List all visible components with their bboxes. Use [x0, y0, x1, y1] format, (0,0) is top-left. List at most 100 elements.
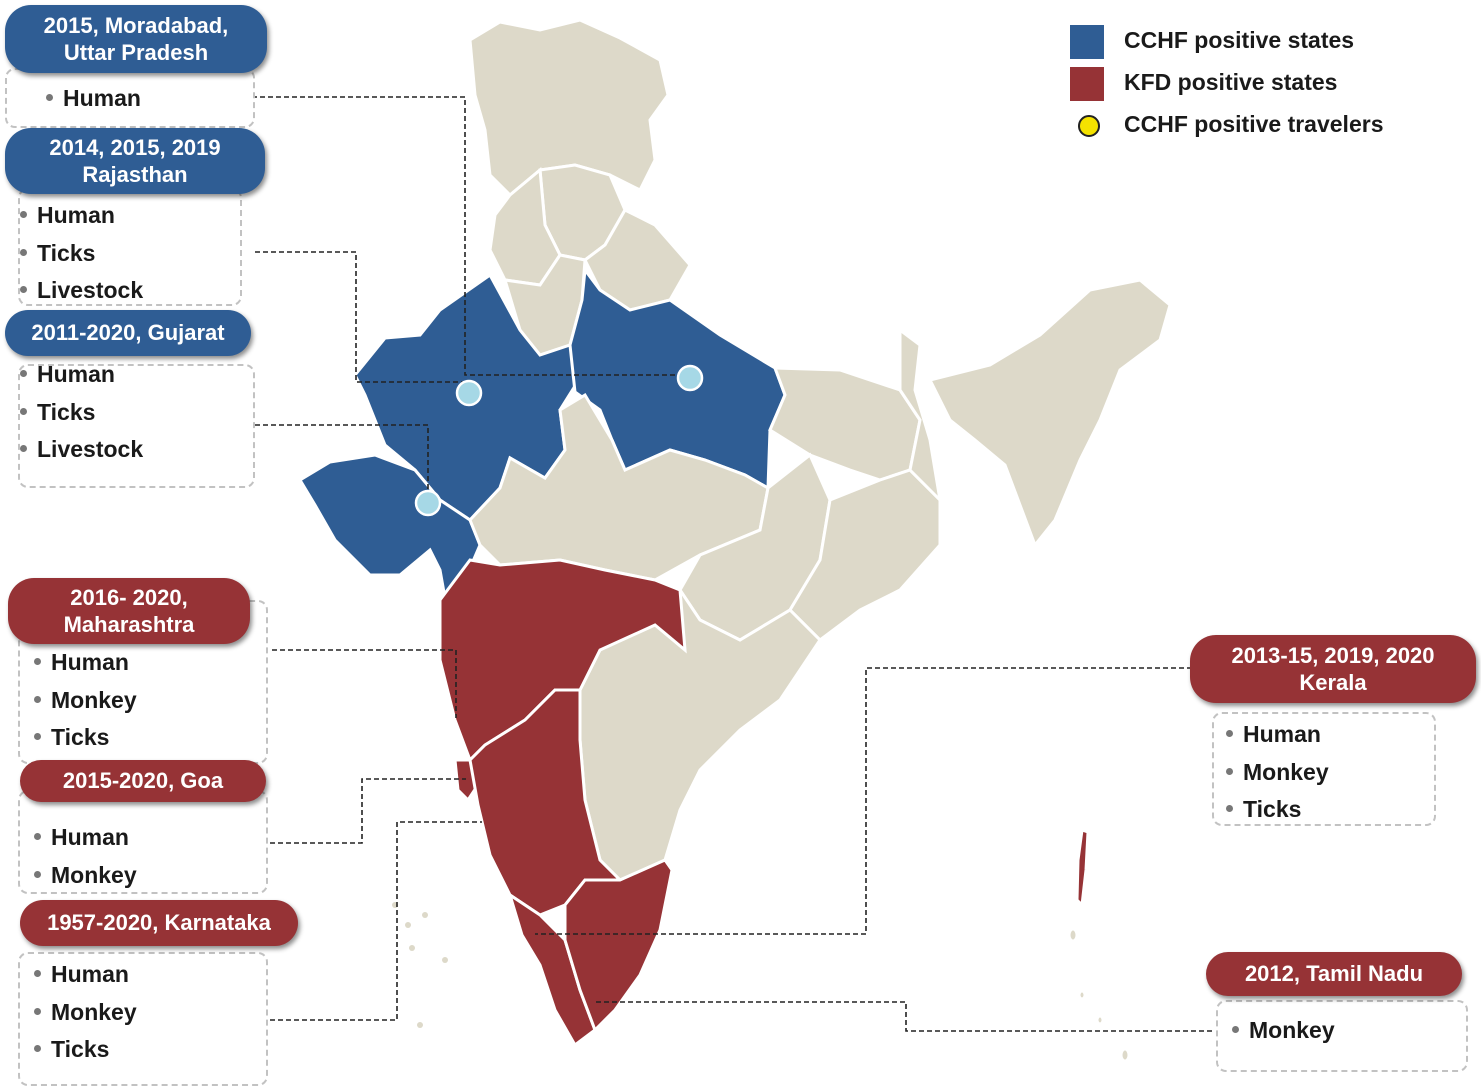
- state-northeast: [927, 278, 1172, 548]
- leader-maharashtra: [272, 649, 457, 718]
- item-label: Monkey: [51, 686, 137, 713]
- bullet-icon: [1226, 730, 1233, 738]
- andaman-islands: [1075, 828, 1090, 909]
- list-item: Monkey: [1232, 1012, 1335, 1050]
- list-item: Human: [1226, 716, 1329, 754]
- item-label: Ticks: [1243, 796, 1302, 822]
- list-item: Ticks: [20, 394, 143, 432]
- item-label: Human: [1243, 721, 1321, 747]
- card-title-line: Kerala: [1299, 670, 1367, 695]
- bullet-icon: [20, 248, 27, 256]
- card-box: [18, 188, 242, 306]
- item-label: Ticks: [37, 239, 96, 266]
- leader-gujarat: [255, 424, 429, 502]
- list-item: Livestock: [20, 431, 143, 469]
- card-title-pill: 1957-2020, Karnataka: [20, 900, 298, 946]
- item-label: Ticks: [51, 724, 110, 750]
- card-title-pill: 2015-2020, Goa: [20, 760, 266, 802]
- list-item: Ticks: [1226, 791, 1329, 829]
- bullet-icon: [34, 1007, 41, 1015]
- card-items: Human Monkey Ticks: [1226, 716, 1329, 829]
- state-karnataka: [468, 688, 624, 917]
- card-items: Human Ticks Livestock: [20, 356, 143, 469]
- state-jammu-kashmir: [468, 18, 670, 198]
- island-dot: [1077, 989, 1087, 1001]
- card-box: [1216, 1000, 1468, 1072]
- traveler-marker-uttar-pradesh: [676, 364, 704, 392]
- card-title-line: 2016- 2020,: [70, 584, 188, 610]
- list-item: Monkey: [34, 682, 137, 720]
- card-title-line: Uttar Pradesh: [63, 40, 209, 65]
- bullet-icon: [34, 870, 41, 878]
- legend-label: CCHF positive travelers: [1124, 111, 1384, 137]
- list-item: Ticks: [20, 235, 143, 273]
- island-dot: [1067, 927, 1079, 943]
- card-items: Human Ticks Livestock: [20, 197, 143, 310]
- item-label: Human: [51, 961, 129, 987]
- card-title-line: Maharashtra: [63, 612, 195, 637]
- card-box: [1212, 712, 1436, 826]
- list-item: Human: [20, 197, 143, 235]
- legend-label: KFD positive states: [1124, 69, 1338, 95]
- card-title-line: Rajasthan: [82, 162, 188, 187]
- traveler-marker-rajasthan: [455, 379, 483, 407]
- state-kerala: [507, 891, 597, 1048]
- card-items: Human Monkey Ticks: [34, 644, 137, 757]
- card-title-line: 2014, 2015, 2019: [49, 134, 221, 160]
- bullet-icon: [34, 970, 41, 978]
- list-item: Monkey: [34, 994, 137, 1032]
- bullet-icon: [34, 658, 41, 666]
- item-label: Ticks: [51, 1036, 110, 1062]
- item-label: Monkey: [1249, 1017, 1335, 1043]
- island-dot: [1095, 1014, 1105, 1026]
- island-dot: [409, 945, 415, 951]
- card-box: [18, 364, 255, 488]
- bullet-icon: [20, 286, 27, 294]
- leader-moradabad: [252, 96, 690, 376]
- bullet-icon: [34, 1045, 41, 1053]
- island-dot: [405, 922, 411, 928]
- bullet-icon: [34, 695, 41, 703]
- item-label: Livestock: [37, 277, 144, 303]
- island-dot: [417, 1022, 423, 1028]
- card-title-line: 2013-15, 2019, 2020: [1231, 642, 1435, 668]
- item-label: Livestock: [37, 436, 144, 462]
- card-title-line: 2015, Moradabad,: [43, 12, 229, 38]
- card-items: Human Monkey Ticks: [34, 956, 137, 1069]
- bullet-icon: [20, 211, 27, 219]
- item-label: Ticks: [37, 398, 96, 425]
- card-items: Human Monkey: [34, 819, 137, 894]
- state-maharashtra: [438, 558, 687, 763]
- leader-tamil-nadu: [595, 1001, 1212, 1032]
- list-item: Human: [46, 80, 141, 118]
- list-item: Ticks: [34, 719, 137, 757]
- bullet-icon: [20, 407, 27, 415]
- card-title-line: 1957-2020, Karnataka: [47, 910, 271, 936]
- bullet-icon: [1226, 805, 1233, 813]
- card-items: Human: [46, 80, 141, 118]
- list-item: Monkey: [1226, 754, 1329, 792]
- card-title-pill: 2013-15, 2019, 2020 Kerala: [1190, 635, 1476, 703]
- card-title-line: 2015-2020, Goa: [62, 768, 224, 794]
- bullet-icon: [34, 833, 41, 841]
- state-west-bengal: [898, 327, 943, 505]
- item-label: Human: [37, 361, 115, 387]
- list-item: Human: [20, 356, 143, 394]
- state-bihar-jharkhand: [768, 366, 922, 482]
- bullet-icon: [20, 370, 27, 378]
- legend-label: CCHF positive states: [1124, 27, 1355, 53]
- card-title-pill: 2014, 2015, 2019 Rajasthan: [5, 128, 265, 194]
- item-label: Human: [51, 824, 129, 850]
- leader-rajasthan: [255, 251, 468, 383]
- state-tamil-nadu: [563, 858, 674, 1033]
- card-title-line: 2011-2020, Gujarat: [31, 320, 225, 346]
- list-item: Ticks: [34, 1031, 137, 1069]
- list-item: Human: [34, 819, 137, 857]
- legend-swatch-cchf: [1070, 25, 1104, 59]
- legend-swatch-kfd: [1070, 67, 1104, 101]
- item-label: Monkey: [1243, 758, 1329, 785]
- bullet-icon: [46, 94, 53, 102]
- legend-traveler-icon: [1078, 115, 1100, 137]
- leader-kerala: [535, 667, 1192, 935]
- bullet-icon: [1226, 767, 1233, 775]
